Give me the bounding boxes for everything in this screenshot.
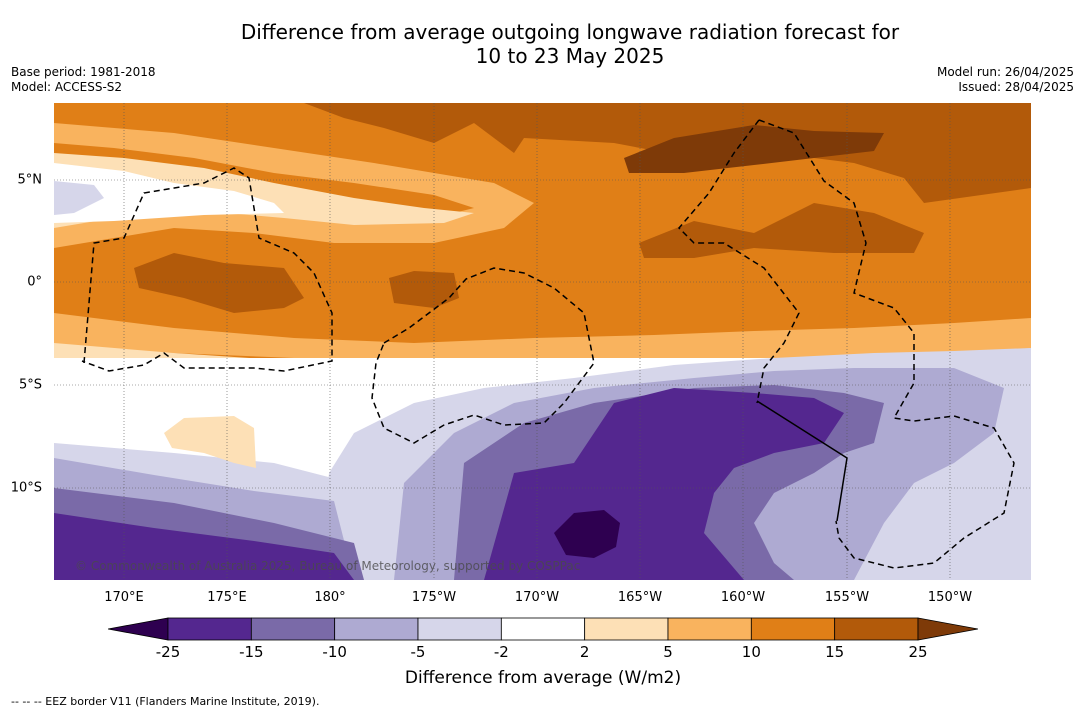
colorbar-cell [834,617,919,641]
colorbar-tick-label: 15 [825,643,845,661]
title-line-2: 10 to 23 May 2025 [475,44,665,68]
model-name: Model: ACCESS-S2 [11,80,123,94]
olr-anomaly-map [54,103,1031,580]
lat-label-10s: 10°S [10,480,42,496]
colorbar-cell [584,617,669,641]
colorbar [108,617,978,641]
colorbar-tick-label: 5 [663,643,673,661]
colorbar-cell [334,617,419,641]
lon-label-150w: 150°W [927,590,973,605]
anomaly-band-neg-15-25 [54,513,354,580]
eez-borders [81,119,1015,569]
colorbar-tick-label: -5 [410,643,426,661]
meta-right: Model run: 26/04/2025 Issued: 28/04/2025 [937,65,1074,95]
colorbar-tick-label: 10 [741,643,761,661]
colorbar-cell [167,617,252,641]
anomaly-band-gt-25 [624,125,884,173]
anomaly-band-lt-neg-25 [554,510,620,558]
anomaly-band-2-5 [164,416,256,468]
graticule [54,103,1031,580]
colorbar-tick-label: -25 [155,643,181,661]
colorbar-cell [750,617,836,641]
anomaly-band-5-10 [54,313,1031,368]
eez-legend-note: -- -- -- EEZ border V11 (Flanders Marine… [11,695,320,708]
lon-label-170w: 170°W [514,590,560,605]
colorbar-tick-label: 2 [579,643,590,661]
anomaly-band-15-25 [389,271,459,308]
colorbar-cell [500,617,586,641]
colorbar-tick-label: 25 [908,643,928,661]
anomaly-band-15-25 [639,203,924,258]
lon-label-175e: 175°E [207,590,247,605]
eez-boundary-solid [756,400,848,522]
colorbar-cell [667,617,752,641]
lat-label-5s: 5°S [18,377,42,393]
colorbar-tick-label: -10 [322,643,347,661]
base-period: Base period: 1981-2018 [11,65,156,79]
anomaly-band-neutral [54,163,284,223]
lon-label-175w: 175°W [411,590,457,605]
model-run: Model run: 26/04/2025 [936,65,1074,79]
chart-title: Difference from average outgoing longwav… [0,20,1085,68]
colorbar-title: Difference from average (W/m2) [404,668,682,688]
colorbar-extend-high [917,617,978,641]
colorbar-cell [417,617,502,641]
copyright-notice: © Commonwealth of Australia 2025, Bureau… [75,559,581,573]
lon-label-160w: 160°W [720,590,766,605]
anomaly-band-neg-2-5 [54,181,104,215]
anomaly-band-15-25 [134,253,304,313]
lat-label-5n: 5°N [17,172,43,188]
lon-label-170e: 170°E [104,590,144,605]
lon-label-180: 180° [314,590,346,605]
colorbar-extend-low [108,617,169,641]
lat-label-0: 0° [27,274,42,290]
title-line-1: Difference from average outgoing longwav… [240,20,900,44]
lon-label-155w: 155°W [824,590,870,605]
lon-label-165w: 165°W [617,590,663,605]
colorbar-tick-label: -15 [239,643,264,661]
meta-left: Base period: 1981-2018 Model: ACCESS-S2 [11,65,156,95]
colorbar-cell [250,617,336,641]
colorbar-tick-label: -2 [493,643,509,661]
issued-date: Issued: 28/04/2025 [958,80,1074,94]
